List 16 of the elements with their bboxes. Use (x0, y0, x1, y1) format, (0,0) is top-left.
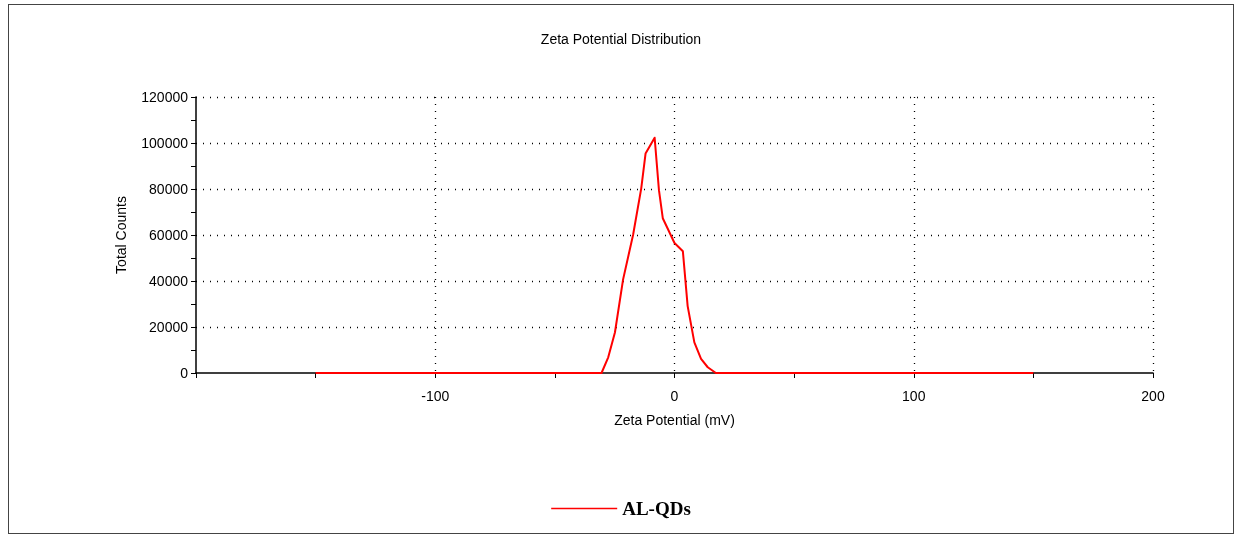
legend-label: AL-QDs (622, 498, 691, 519)
x-tick-label: -100 (421, 388, 450, 404)
y-tick-label: 80000 (149, 181, 189, 197)
y-tick-label: 0 (180, 365, 189, 381)
y-axis-title: Total Counts (113, 196, 129, 274)
y-tick-label: 20000 (149, 319, 189, 335)
x-tick-label: 100 (902, 388, 926, 404)
chart-title: Zeta Potential Distribution (540, 31, 702, 47)
y-tick-label: 60000 (149, 227, 189, 243)
y-tick-label: 120000 (141, 89, 189, 105)
x-tick-label: 0 (670, 388, 679, 404)
x-axis-title: Zeta Potential (mV) (614, 412, 735, 428)
y-tick-label: 40000 (149, 273, 189, 289)
line-series (314, 136, 1035, 374)
y-tick-label: 100000 (141, 135, 189, 151)
x-tick-label: 200 (1141, 388, 1165, 404)
